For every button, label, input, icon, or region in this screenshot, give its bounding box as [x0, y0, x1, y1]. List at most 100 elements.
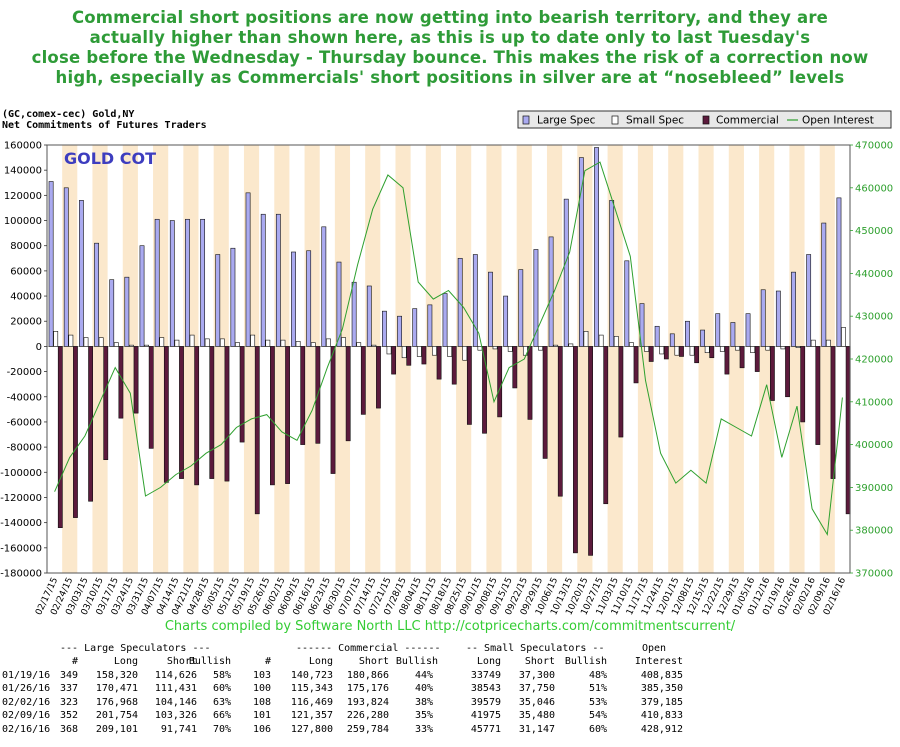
small-spec-bar — [356, 342, 362, 347]
table-cell: 53% — [588, 696, 607, 708]
y2-tick-label: 420000 — [855, 355, 893, 366]
y2-tick-label: 380000 — [855, 526, 893, 537]
y-tick-label: 120000 — [4, 191, 42, 202]
large-spec-bar — [821, 222, 827, 347]
table-date-cell: 02/09/16 — [2, 710, 51, 722]
credit-line[interactable]: Charts compiled by Software North LLC ht… — [164, 619, 736, 634]
table-cell: 33749 — [470, 670, 501, 681]
small-spec-bar — [68, 334, 74, 347]
commercial-bar — [754, 346, 760, 372]
table-cell: 33% — [414, 723, 433, 735]
large-spec-bar — [488, 271, 493, 347]
large-spec-bar — [230, 247, 236, 347]
table-cell: 38543 — [470, 683, 501, 695]
y-tick-label: -120000 — [0, 493, 42, 504]
large-spec-bar — [412, 308, 418, 347]
y-tick-label: 160000 — [4, 141, 42, 152]
commercial-bar — [270, 346, 275, 486]
table-cell: 193,824 — [346, 696, 389, 708]
table-cell: 35,480 — [518, 710, 555, 722]
column-band — [425, 145, 441, 573]
commercial-bar — [224, 346, 230, 482]
table-cell: 35,046 — [518, 696, 555, 708]
small-spec-bar — [492, 346, 498, 350]
table-cell: 38% — [414, 696, 433, 708]
small-spec-bar — [629, 342, 634, 347]
y2-tick-label: 470000 — [855, 141, 893, 152]
y2-tick-label: 450000 — [855, 226, 893, 237]
table-header-row: # Long Short Bullish # Long Short Bullish Long Sh… — [0, 656, 900, 668]
table-cell: 108 — [252, 696, 271, 708]
commercial-bar — [254, 346, 260, 515]
small-spec-bar — [432, 346, 437, 356]
chart-subtitle: Net Commitments of Futures Traders — [2, 120, 207, 131]
table-cell: 101 — [252, 710, 271, 722]
small-spec-bar — [780, 346, 786, 350]
commercial-bar — [588, 346, 593, 556]
small-spec-bar — [750, 346, 756, 354]
table-header-cell: Short — [358, 656, 389, 667]
commercial-bar — [148, 346, 154, 449]
small-spec-bar — [659, 346, 665, 355]
large-spec-bar — [775, 290, 781, 347]
table-header-cell: Bullish — [395, 656, 438, 667]
y-tick-label: 40000 — [10, 292, 42, 303]
legend-open-interest-label: Open Interest — [802, 115, 874, 127]
table-cell: 37,300 — [518, 670, 555, 681]
gold-cot-annotation: GOLD COT — [64, 149, 156, 168]
table-header-cell: Bullish — [188, 656, 231, 667]
small-spec-bar — [644, 346, 649, 352]
small-spec-bar — [189, 334, 195, 347]
large-spec-bar — [169, 220, 175, 347]
table-date-cell: 01/26/16 — [2, 683, 51, 695]
commercial-bar — [769, 346, 775, 401]
table-cell: 121,357 — [290, 710, 333, 722]
column-band — [395, 145, 411, 573]
table-header-cell: Long — [476, 656, 501, 667]
small-spec-bar — [219, 338, 225, 347]
commercial-bar — [163, 346, 169, 483]
column-band — [789, 145, 805, 573]
table-cell: 70% — [212, 723, 231, 735]
y2-tick-label: 430000 — [855, 312, 893, 323]
commercial-bar — [573, 346, 578, 554]
y-tick-label: -40000 — [7, 392, 42, 403]
small-spec-bar — [204, 338, 210, 347]
table-date-cell: 01/19/16 — [2, 670, 51, 681]
table-date-cell: 02/16/16 — [2, 723, 51, 735]
small-spec-bar — [280, 339, 286, 347]
commercial-bar — [542, 346, 548, 459]
legend-small-spec-label: Small Spec — [626, 115, 684, 127]
table-cell: 35% — [414, 710, 433, 722]
commercial-bar — [421, 346, 427, 365]
large-spec-bar — [215, 254, 221, 347]
large-spec-bar — [518, 269, 524, 347]
table-header-cell: # — [71, 656, 78, 667]
commercial-bar — [194, 346, 200, 486]
y-tick-label: 100000 — [4, 216, 42, 227]
table-cell: 226,280 — [346, 710, 389, 722]
table-cell: 103 — [252, 670, 271, 681]
column-band — [365, 145, 381, 573]
table-cell: 48% — [588, 670, 607, 681]
table-cell: 54% — [588, 710, 607, 722]
large-spec-bar — [669, 333, 675, 347]
table-cell: 40% — [414, 683, 433, 695]
table-header-cell: Short — [524, 656, 555, 667]
small-spec-bar — [159, 337, 165, 347]
y-tick-label: 20000 — [10, 317, 42, 328]
table-cell: 63% — [212, 696, 231, 708]
small-spec-bar — [310, 342, 316, 347]
large-spec-bar — [503, 295, 509, 347]
headline-line-3: close before the Wednesday - Thursday bo… — [31, 48, 869, 67]
table-cell: 58% — [212, 670, 231, 681]
small-spec-bar — [295, 341, 301, 347]
small-spec-bar — [326, 338, 331, 347]
commercial-bar — [663, 346, 669, 360]
small-spec-bar — [598, 334, 604, 347]
y-tick-label: -180000 — [0, 569, 42, 580]
table-cell: 379,185 — [640, 696, 683, 708]
commercial-bar — [815, 346, 821, 445]
column-band — [122, 145, 138, 573]
small-spec-bar — [371, 344, 377, 347]
